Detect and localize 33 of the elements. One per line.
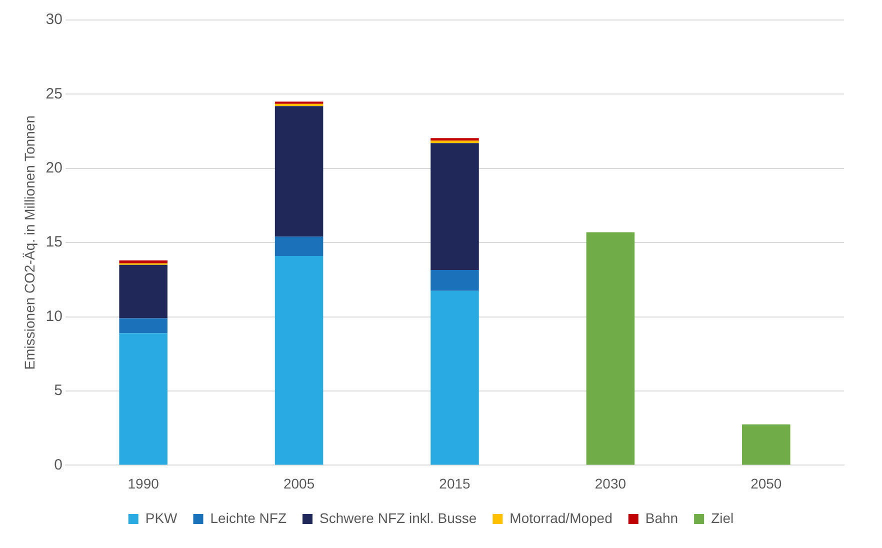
bar [119, 260, 168, 264]
bar [119, 264, 168, 318]
bar [274, 236, 324, 256]
bar [430, 140, 479, 144]
legend-label: Ziel [711, 510, 734, 526]
y-tick-label: 25 [46, 85, 62, 102]
bar [430, 270, 479, 291]
legend-label: Bahn [645, 510, 678, 526]
x-tick-label: 2005 [283, 475, 315, 492]
x-tick-label: 2050 [750, 475, 782, 492]
y-axis-title: Emissionen CO2-Äq. in Millionen Tonnen [21, 115, 38, 370]
y-tick-label: 15 [46, 234, 62, 251]
bar [430, 138, 479, 141]
y-tick-label: 10 [46, 308, 62, 325]
bar [119, 333, 168, 465]
legend-label: Schwere NFZ inkl. Busse [320, 510, 477, 526]
bar [274, 256, 324, 465]
bar [430, 143, 479, 270]
y-tick-label: 5 [54, 382, 62, 400]
legend-label: Motorrad/Moped [510, 510, 612, 526]
bar [274, 106, 324, 237]
bar [430, 290, 479, 465]
y-tick-label: 20 [46, 160, 62, 177]
y-tick-label: 0 [54, 456, 62, 474]
x-tick-label: 1990 [128, 475, 160, 492]
legend-label: Leichte NFZ [210, 510, 287, 526]
legend-label: PKW [145, 510, 178, 526]
y-tick-label: 30 [46, 11, 62, 28]
bar [586, 232, 635, 465]
bar [119, 318, 168, 334]
x-tick-label: 2015 [439, 475, 471, 492]
bar [742, 424, 790, 465]
x-tick-label: 2030 [594, 475, 626, 492]
